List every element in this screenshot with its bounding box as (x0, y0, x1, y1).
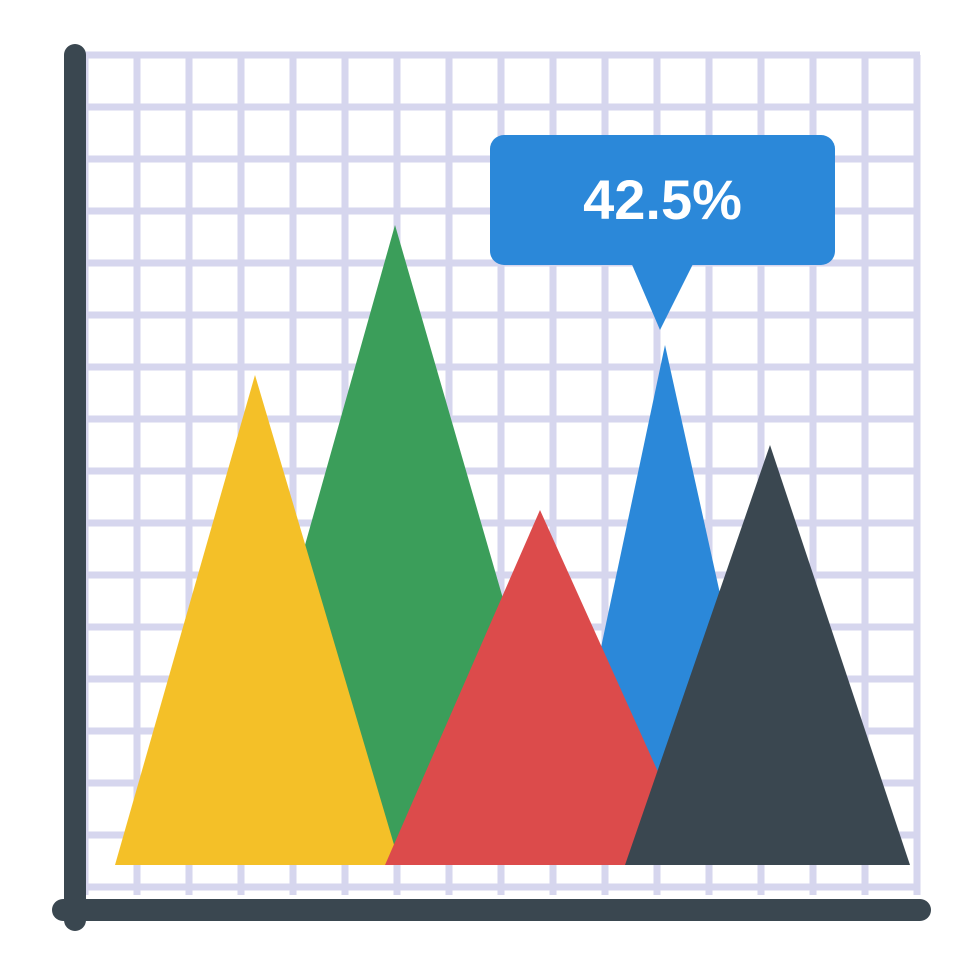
tooltip-label: 42.5% (583, 168, 742, 231)
chart-container: 42.5% (0, 0, 980, 980)
pyramid-chart: 42.5% (0, 0, 980, 980)
